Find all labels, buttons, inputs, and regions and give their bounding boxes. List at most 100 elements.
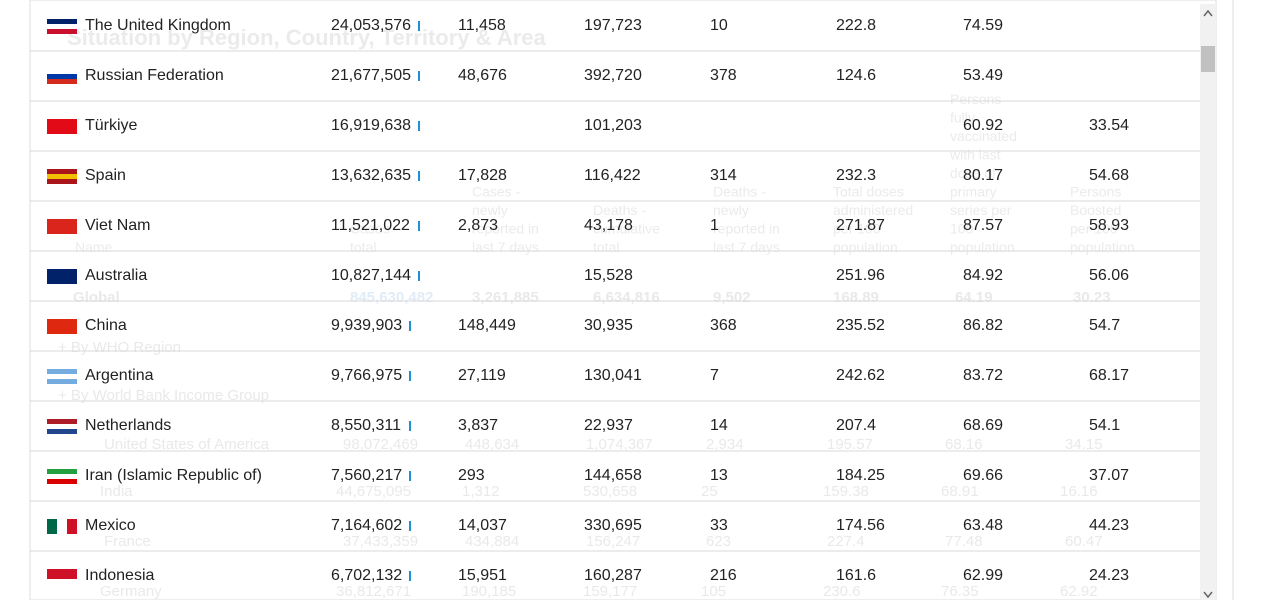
country-name: Russian Federation [85,67,224,84]
global-cell: Global [73,289,120,306]
scroll-up[interactable] [1203,9,1213,17]
cell: 14 [710,417,728,434]
cell: 68.17 [1089,367,1129,384]
cell: 174.56 [836,517,885,534]
background-cell: 37,433,359 [343,533,418,550]
cell: 392,720 [584,67,642,84]
flag [47,479,77,484]
scroll-down[interactable] [1203,591,1213,599]
cell: 33 [710,517,728,534]
cell: 271.87 [836,217,885,234]
cases-bar [409,321,411,331]
cell: 207.4 [836,417,876,434]
flag [47,24,77,29]
cell: 84.92 [963,267,1003,284]
background-cell: 77.48 [945,533,983,550]
cases-bar [409,421,411,431]
country-name: Türkiye [85,117,138,134]
flag [47,129,77,134]
flag [47,74,77,79]
flag [47,569,77,574]
cases-bar [418,221,420,231]
cell: 24.23 [1089,567,1129,584]
cell: 235.52 [836,317,885,334]
country-name: Iran (Islamic Republic of) [85,467,262,484]
flag [47,329,77,334]
cell: 7 [710,367,719,384]
background-cell: 623 [706,533,731,550]
cell: 242.62 [836,367,885,384]
background-cell: 60.47 [1065,533,1103,550]
column-header: Persons fully vaccinated with last dose of pr… [949,91,1017,255]
cases-bar [409,571,411,581]
cell: 101,203 [584,117,642,134]
background-cell: 159,177 [583,583,637,600]
background-cell: 227.4 [827,533,865,550]
country-name: Indonesia [85,567,154,584]
cell: 86.82 [963,317,1003,334]
global-cell: 30.23 [1073,289,1111,306]
country-name: Argentina [85,367,154,384]
cell: 63.48 [963,517,1003,534]
flag [47,574,77,579]
flag [47,279,77,284]
cell: 15,528 [584,267,633,284]
country-name: The United Kingdom [85,17,231,34]
global-cell: 64.19 [955,289,993,306]
background-cell: 62.92 [1060,583,1098,600]
scrollbar[interactable] [1200,4,1216,600]
flag [47,429,77,434]
country-name: Mexico [85,517,136,534]
cell: 184.25 [836,467,885,484]
flag [47,169,77,174]
flag [47,374,77,379]
cell: 116,422 [584,167,641,184]
cell: 232.3 [836,167,876,184]
background-cell: United States of America [104,436,270,453]
column-header: Cases -newly reported in last 7 days [472,183,539,255]
global-cell: 845,630,482 [350,289,433,306]
cell: 3,837 [458,417,498,434]
background-cell: 195.57 [827,436,873,453]
cell: 144,658 [584,467,642,484]
background-cell: 36,812,671 [336,583,411,600]
cell: 13 [710,467,728,484]
cell: 33.54 [1089,117,1129,134]
flag [67,519,77,534]
background-cell: 105 [701,583,726,600]
background-cell: 448,634 [465,436,519,453]
flag [47,124,77,129]
cell: 7,164,602 [331,517,402,534]
cell: 48,676 [458,67,507,84]
cell: 161.6 [836,567,876,584]
country-name: Spain [85,167,126,184]
table: The United Kingdom 24,053,576 11,458 197,72… [30,17,1200,584]
background-cell: 68.91 [941,483,979,500]
cases-bar [409,471,411,481]
global-cell: 6,634,816 [593,289,660,306]
background-cell: 25 [701,483,718,500]
cases-bar [409,371,411,381]
cell: 44.23 [1089,517,1129,534]
background-cell: 159.38 [823,483,869,500]
flag [47,224,77,229]
scroll-thumb[interactable] [1201,46,1215,72]
cell: 293 [458,467,485,484]
background-cell: 68.16 [945,436,983,453]
background-cell: 530,658 [583,483,637,500]
cases-bar [409,521,411,531]
flag [47,174,77,179]
group-toggle: + By WHO Region [58,339,181,356]
cell: 130,041 [584,367,642,384]
flag [47,79,77,84]
background-cell: 76.35 [941,583,979,600]
background-cell: 190,185 [462,583,516,600]
flag [47,269,77,274]
cases-bar [418,171,420,181]
flag [47,69,77,74]
background-cell: India [100,483,133,500]
cell: 37.07 [1089,467,1129,484]
cell: 11,458 [458,17,506,34]
page-title: Situation by Region, Country, Territory … [67,25,547,50]
flag [47,274,77,279]
